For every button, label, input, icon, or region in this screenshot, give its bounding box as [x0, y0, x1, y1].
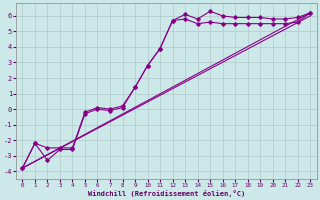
X-axis label: Windchill (Refroidissement éolien,°C): Windchill (Refroidissement éolien,°C): [88, 190, 245, 197]
